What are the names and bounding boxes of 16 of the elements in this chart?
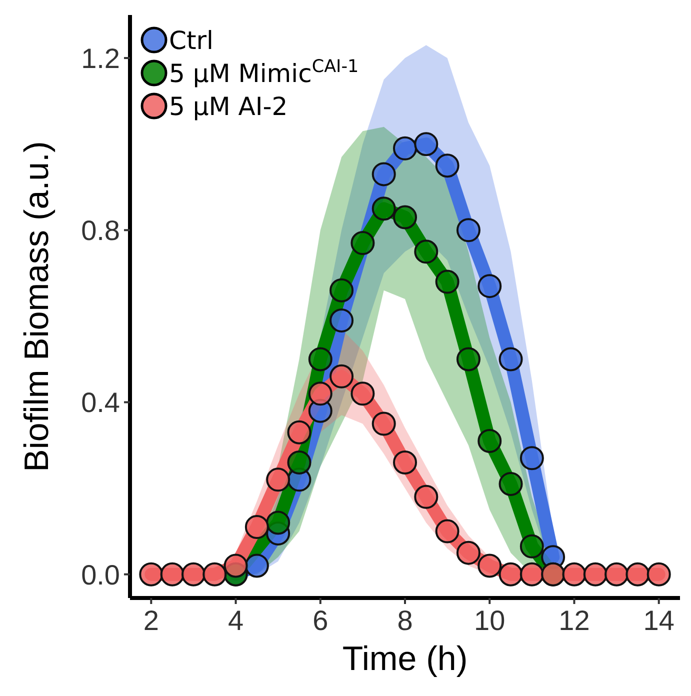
x-tick-label: 10 — [474, 605, 506, 636]
y-tick-label: 0.8 — [81, 215, 120, 246]
y-tick-label: 0.4 — [81, 387, 120, 418]
legend-label: 5 μM AI-2 — [169, 92, 288, 121]
y-tick-label: 0.0 — [81, 559, 120, 590]
x-tick-label: 2 — [143, 605, 159, 636]
x-tick-label: 14 — [643, 605, 674, 636]
x-tick-label: 8 — [397, 605, 413, 636]
x-tick-label: 4 — [228, 605, 244, 636]
x-axis-title: Time (h) — [342, 640, 468, 678]
x-tick-label: 6 — [312, 605, 328, 636]
legend-label: Ctrl — [169, 26, 214, 55]
legend-label: 5 μM Mimic$^{CAI-1}$ — [169, 57, 359, 88]
y-axis-title: Biofilm Biomass (a.u.) — [18, 141, 56, 472]
x-tick-label: 12 — [558, 605, 590, 636]
y-tick-label: 1.2 — [81, 43, 120, 74]
